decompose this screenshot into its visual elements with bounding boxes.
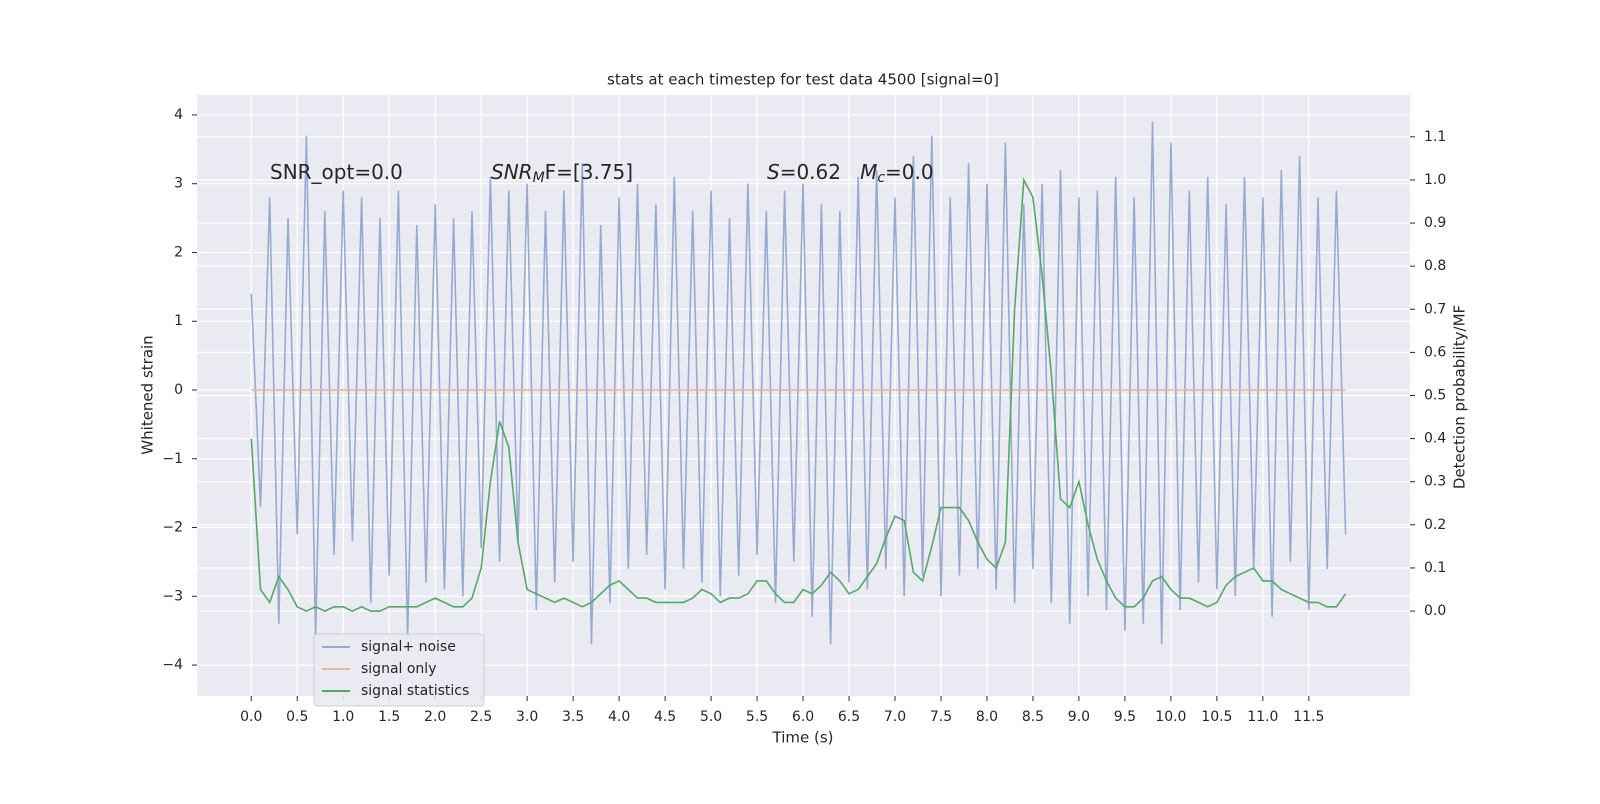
x-tick-label: 0.5	[286, 709, 308, 725]
x-tick-label: 2.5	[470, 709, 492, 725]
legend-box	[313, 633, 485, 707]
y2-tick-label: 0.1	[1424, 560, 1446, 576]
y-tick-label: −3	[162, 588, 183, 604]
x-tick-label: 8.0	[976, 709, 998, 725]
chart-title: stats at each timestep for test data 450…	[607, 71, 999, 89]
legend-label: signal+ noise	[361, 639, 456, 655]
x-tick-label: 2.0	[424, 709, 446, 725]
annotation-part: =0.0	[885, 160, 934, 184]
x-tick-label: 3.0	[516, 709, 538, 725]
y-tick-label: 3	[174, 176, 183, 192]
annotation-part: F=[3.75]	[545, 160, 633, 184]
y-tick-label: 1	[174, 313, 183, 329]
annotation: S=0.62 Mc=0.0	[767, 160, 934, 187]
x-tick-label: 9.0	[1068, 709, 1090, 725]
x-tick-label: 3.5	[562, 709, 584, 725]
annotation-part: S	[767, 160, 780, 184]
x-tick-label: 4.5	[654, 709, 676, 725]
y2-tick-label: 0.4	[1424, 431, 1446, 447]
annotation-part: SNR	[491, 160, 533, 184]
annotation-part: SNR_opt=0.0	[270, 160, 403, 184]
x-tick-label: 1.5	[378, 709, 400, 725]
y2-tick-label: 0.3	[1424, 474, 1446, 490]
series-line	[250, 177, 1347, 612]
x-tick-label: 0.0	[240, 709, 262, 725]
x-tick-label: 10.0	[1155, 709, 1186, 725]
x-axis-label: Time (s)	[772, 729, 834, 747]
y2-tick-label: 0.9	[1424, 215, 1446, 231]
x-tick-label: 5.5	[746, 709, 768, 725]
x-tick-label: 5.0	[700, 709, 722, 725]
y-tick-label: −2	[162, 520, 183, 536]
y2-tick-label: 0.0	[1424, 603, 1446, 619]
x-tick-label: 6.5	[838, 709, 860, 725]
y2-axis-label: Detection probability/MF	[1451, 305, 1469, 489]
x-tick-label: 9.5	[1114, 709, 1136, 725]
y-tick-label: −4	[162, 657, 183, 673]
y2-tick-label: 0.5	[1424, 388, 1446, 404]
legend-label: signal statistics	[361, 683, 469, 699]
y-tick-label: 0	[174, 382, 183, 398]
y2-tick-label: 0.6	[1424, 344, 1446, 360]
x-tick-label: 11.5	[1293, 709, 1324, 725]
x-tick-label: 1.0	[332, 709, 354, 725]
x-tick-label: 7.0	[884, 709, 906, 725]
x-tick-label: 6.0	[792, 709, 814, 725]
annotation-part: =0.62	[780, 160, 860, 184]
annotation-part: c	[877, 170, 885, 186]
legend: signal+ noise signal only signal statistic…	[313, 633, 485, 707]
y-tick-label: 2	[174, 244, 183, 260]
annotation-part: M	[533, 170, 545, 186]
x-tick-label: 11.0	[1247, 709, 1278, 725]
annotation: SNRMF=[3.75]	[491, 160, 633, 187]
y2-tick-label: 1.0	[1424, 172, 1446, 188]
x-tick-label: 4.0	[608, 709, 630, 725]
x-tick-label: 10.5	[1201, 709, 1232, 725]
x-tick-label: 8.5	[1022, 709, 1044, 725]
y2-tick-label: 1.1	[1424, 129, 1446, 145]
y-tick-label: −1	[162, 451, 183, 467]
y2-tick-label: 0.7	[1424, 301, 1446, 317]
y2-tick-label: 0.8	[1424, 258, 1446, 274]
series-line	[250, 121, 1347, 645]
x-tick-label: 7.5	[930, 709, 952, 725]
annotation-part: M	[860, 160, 877, 184]
legend-label: signal only	[361, 661, 436, 677]
annotation: SNR_opt=0.0	[270, 160, 403, 184]
y-tick-label: 4	[174, 107, 183, 123]
y-axis-label: Whitened strain	[139, 335, 157, 454]
y2-tick-label: 0.2	[1424, 517, 1446, 533]
